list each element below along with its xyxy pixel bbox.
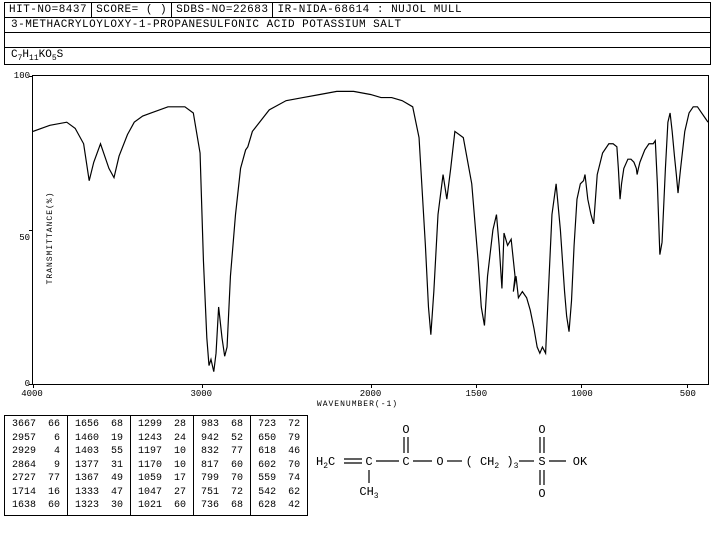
svg-text:OK: OK	[573, 455, 588, 469]
peak-entry: 542 62	[252, 486, 306, 500]
peak-column: 723 72 650 79 618 46 602 70 559 74 542 6…	[251, 416, 307, 515]
x-tick-label: 3000	[190, 389, 212, 399]
x-tick-label: 500	[680, 389, 696, 399]
structure-svg: H2C C CH3 C O O ( CH2 )3 S O O OK	[314, 415, 594, 507]
peak-entry: 1656 68	[69, 418, 129, 432]
compound-name: 3-METHACRYLOYLOXY-1-PROPANESULFONIC ACID…	[4, 18, 711, 33]
x-tick-mark	[33, 384, 34, 388]
peak-entry: 559 74	[252, 472, 306, 486]
peak-entry: 1047 27	[132, 486, 192, 500]
peak-entry: 2864 9	[6, 459, 66, 473]
peak-entry: 1021 60	[132, 499, 192, 513]
svg-text:O: O	[538, 487, 545, 501]
peak-table: 3667 66 2957 6 2929 4 2864 9 2727 77 171…	[4, 415, 308, 516]
peak-entry: 602 70	[252, 459, 306, 473]
peak-entry: 1197 10	[132, 445, 192, 459]
peak-entry: 1333 47	[69, 486, 129, 500]
peak-entry: 799 70	[195, 472, 249, 486]
peak-entry: 1377 31	[69, 459, 129, 473]
peak-entry: 983 68	[195, 418, 249, 432]
peak-entry: 2929 4	[6, 445, 66, 459]
peak-entry: 2957 6	[6, 432, 66, 446]
peak-entry: 1170 10	[132, 459, 192, 473]
spectrum-line-svg	[33, 76, 708, 384]
peak-entry: 1059 17	[132, 472, 192, 486]
x-tick-label: 2000	[360, 389, 382, 399]
peak-entry: 1460 19	[69, 432, 129, 446]
ir-spectrum-card: HIT-NO=8437 SCORE= ( ) SDBS-NO=22683 IR-…	[0, 2, 715, 555]
spectrum-chart: TRANSMITTANCE(%) 100 50 0 WAVENUMBER(-1)…	[4, 69, 711, 407]
peak-entry: 751 72	[195, 486, 249, 500]
x-tick-mark	[687, 384, 688, 388]
svg-text:C: C	[402, 455, 409, 469]
sdbs-no-cell: SDBS-NO=22683	[172, 3, 273, 17]
formula-text: C7H11KO5S	[11, 49, 63, 61]
spacer-row	[4, 33, 711, 48]
svg-text:C: C	[365, 455, 372, 469]
peak-column: 1656 68 1460 19 1403 55 1377 31 1367 49 …	[68, 416, 131, 515]
peak-entry: 1299 28	[132, 418, 192, 432]
x-tick-mark	[581, 384, 582, 388]
peak-entry: 942 52	[195, 432, 249, 446]
peak-entry: 618 46	[252, 445, 306, 459]
x-tick-label: 1500	[465, 389, 487, 399]
header-row: HIT-NO=8437 SCORE= ( ) SDBS-NO=22683 IR-…	[4, 2, 711, 18]
x-axis-label: WAVENUMBER(-1)	[317, 400, 398, 409]
peak-column: 983 68 942 52 832 77 817 60 799 70 751 7…	[194, 416, 251, 515]
x-tick-mark	[371, 384, 372, 388]
svg-text:O: O	[402, 423, 409, 437]
y-tick-50: 50	[12, 233, 30, 243]
plot-box	[32, 75, 709, 385]
peak-entry: 1714 16	[6, 486, 66, 500]
peak-entry: 1403 55	[69, 445, 129, 459]
x-tick-label: 4000	[21, 389, 43, 399]
peak-entry: 817 60	[195, 459, 249, 473]
svg-text:H2C: H2C	[316, 455, 335, 471]
x-tick-label: 1000	[571, 389, 593, 399]
peak-column: 1299 28 1243 24 1197 10 1170 10 1059 17 …	[131, 416, 194, 515]
y-tick-100: 100	[12, 71, 30, 81]
svg-text:S: S	[538, 455, 545, 469]
hit-no-cell: HIT-NO=8437	[5, 3, 92, 17]
structure-diagram: H2C C CH3 C O O ( CH2 )3 S O O OK	[314, 415, 711, 516]
y-tick-0: 0	[12, 379, 30, 389]
score-cell: SCORE= ( )	[92, 3, 172, 17]
peak-entry: 628 42	[252, 499, 306, 513]
peak-entry: 2727 77	[6, 472, 66, 486]
molecular-formula: C7H11KO5S	[4, 48, 711, 65]
svg-text:CH3: CH3	[359, 485, 378, 501]
peak-entry: 1243 24	[132, 432, 192, 446]
x-tick-mark	[476, 384, 477, 388]
svg-text:O: O	[538, 423, 545, 437]
y-tick-mark	[29, 230, 33, 231]
peak-entry: 3667 66	[6, 418, 66, 432]
peak-entry: 1323 30	[69, 499, 129, 513]
peak-entry: 1367 49	[69, 472, 129, 486]
svg-text:O: O	[436, 455, 443, 469]
bottom-area: 3667 66 2957 6 2929 4 2864 9 2727 77 171…	[4, 415, 711, 516]
x-tick-mark	[202, 384, 203, 388]
peak-entry: 736 68	[195, 499, 249, 513]
y-tick-mark	[29, 76, 33, 77]
peak-entry: 1638 60	[6, 499, 66, 513]
peak-entry: 650 79	[252, 432, 306, 446]
y-tick-mark	[29, 384, 33, 385]
svg-text:( CH2 )3: ( CH2 )3	[466, 455, 519, 471]
peak-entry: 723 72	[252, 418, 306, 432]
ir-id-cell: IR-NIDA-68614 : NUJOL MULL	[273, 3, 710, 17]
peak-column: 3667 66 2957 6 2929 4 2864 9 2727 77 171…	[5, 416, 68, 515]
peak-entry: 832 77	[195, 445, 249, 459]
